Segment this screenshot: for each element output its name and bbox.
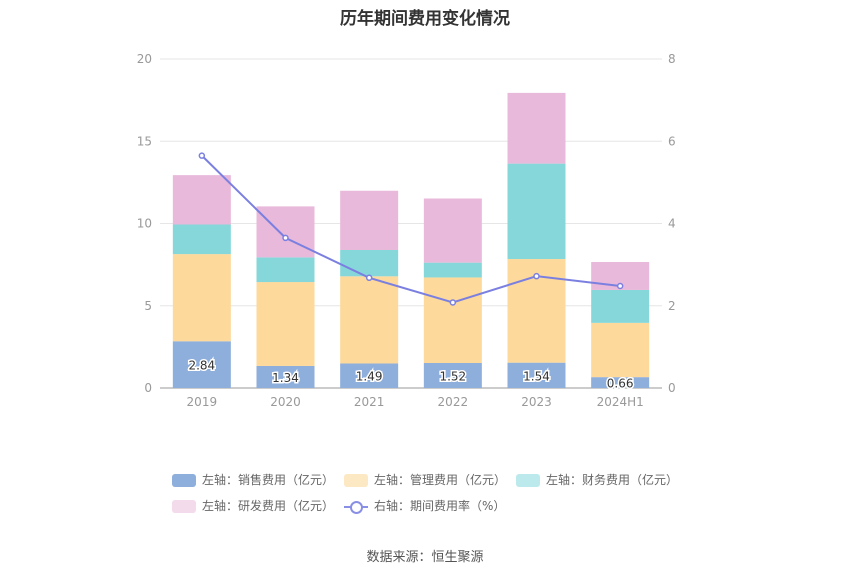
bar-sales [340,363,399,388]
line-series-rate [201,154,621,304]
legend-swatch-admin [344,474,368,487]
left-axis-tick-label: 15 [137,134,152,148]
x-axis-tick-label: 2024H1 [597,395,644,409]
left-axis-tick-label: 20 [137,52,152,66]
x-axis-tick-label: 2022 [438,395,469,409]
right-axis-tick-label: 8 [668,52,676,66]
bar-data-label: 1.49 [356,370,383,384]
legend-item-rate[interactable]: 右轴：期间费用率（%） [344,498,505,514]
bar-rnd [256,206,315,258]
legend-swatch-sales [172,474,196,487]
bar-sales [591,377,650,388]
legend-item-rnd[interactable]: 左轴：研发费用（亿元） [172,498,334,514]
legend-swatch-rate [344,500,368,514]
bar-data-label: 1.52 [439,369,466,383]
bar-admin [591,322,650,378]
bar-admin [172,254,231,342]
bar-finance [256,257,315,283]
legend-label-rate: 右轴：期间费用率（%） [374,499,506,513]
bar-finance [591,289,650,323]
right-axis-tick-label: 0 [668,381,676,395]
bar-rnd [340,190,399,250]
bar-rnd [507,92,566,164]
right-axis-tick-label: 2 [668,299,676,313]
legend-item-admin[interactable]: 左轴：管理费用（亿元） [344,472,506,488]
line-point-rate [365,274,373,282]
bar-sales [423,362,482,388]
bar-rnd [172,175,231,225]
bar-rnd [423,198,482,263]
line-point-rate [533,272,540,280]
legend-item-sales[interactable]: 左轴：销售费用（亿元） [172,472,334,488]
left-axis-tick-label: 5 [144,299,152,313]
legend-item-finance[interactable]: 左轴：财务费用（亿元） [516,472,678,488]
line-point-rate [616,282,624,290]
legend-swatch-rnd [172,500,196,513]
bar-sales [507,362,566,388]
bar-data-label: 0.66 [607,377,634,391]
line-point-rate [282,234,289,242]
right-axis-tick-label: 6 [668,134,676,148]
bar-admin [256,282,315,366]
line-point-rate [449,299,457,306]
bar-sales [256,365,315,388]
left-axis-tick-label: 0 [144,381,152,395]
left-axis-tick-label: 10 [137,217,152,231]
bar-data-label: 1.54 [523,369,550,383]
x-axis-tick-label: 2020 [270,395,301,409]
bar-admin [340,276,399,364]
legend-swatch-finance [516,474,540,487]
bar-data-label: 1.34 [272,371,299,385]
x-axis-tick-label: 2019 [187,395,218,409]
legend-label-admin: 左轴：管理费用（亿元） [374,473,507,487]
bar-finance [172,224,231,255]
bar-sales [172,341,231,388]
bar-data-label: 2.84 [188,359,215,373]
bar-finance [340,249,399,277]
right-axis-tick-label: 4 [668,217,676,231]
bar-finance [423,262,482,278]
legend-label-sales: 左轴：销售费用（亿元） [202,473,335,487]
chart-title: 历年期间费用变化情况 [340,9,510,29]
line-point-rate [198,152,206,159]
bar-admin [423,277,482,363]
bar-finance [507,163,566,260]
x-axis-tick-label: 2021 [354,395,385,409]
x-axis-tick-label: 2023 [521,395,552,409]
legend-label-finance: 左轴：财务费用（亿元） [546,473,679,487]
data-source: 数据来源：恒生聚源 [366,550,484,565]
legend-label-rnd: 左轴：研发费用（亿元） [202,499,335,513]
